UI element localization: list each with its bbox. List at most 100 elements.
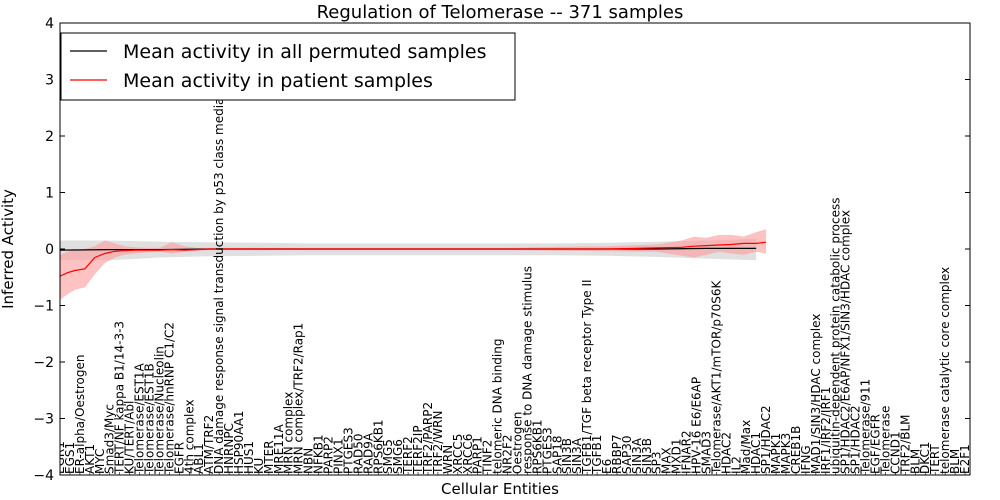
x-tick-label: KU/TERT/Abl [123, 401, 137, 474]
x-tick-label: MYC [93, 449, 107, 474]
x-tick-label: SP3 [650, 452, 664, 475]
x-tick-label: HDAC2 [719, 432, 733, 474]
x-tick-label: Telomerase/911 [859, 379, 873, 475]
x-tick-label: SP1/HDAC2 [759, 405, 773, 474]
y-tick-label: 3 [45, 73, 54, 89]
legend-label-permuted: Mean activity in all permuted samples [123, 41, 486, 63]
x-tick-label: Oestrogen [511, 412, 525, 474]
x-tick-label: MAX [660, 447, 674, 474]
x-tick-label: response to DNA damage stimulus [520, 266, 534, 474]
x-tick-label: PTGES3 [341, 427, 355, 474]
x-tick-label: WRN [441, 445, 455, 474]
x-tick-label: telomeric DNA binding [491, 339, 505, 475]
y-tick-label: −4 [33, 468, 54, 484]
x-tick-label: BLM [948, 449, 962, 474]
x-tick-label: TGFB1/TGF beta receptor Type II [580, 279, 594, 475]
y-axis-label: Inferred Activity [0, 189, 17, 309]
x-tick-label: KU [252, 458, 266, 474]
y-tick-label: −1 [33, 299, 54, 315]
confidence-bands [60, 229, 767, 300]
line-patient [60, 241, 767, 277]
x-tick-label: SP1/HDAC2 [849, 405, 863, 474]
x-tick-label: PINX1 [332, 438, 346, 474]
x-tick-label: SAP18 [550, 435, 564, 474]
x-tick-label: Telomerase/hnRNP C1/C2 [162, 322, 176, 475]
x-tick-label: TERT [928, 444, 942, 475]
x-tick-label: MAPK3 [779, 433, 793, 474]
x-tick-label: DNA damage response signal transduction … [212, 65, 226, 474]
x-tick-label: ABL1 [192, 443, 206, 474]
x-tick-label: NBN [302, 448, 316, 474]
x-tick-label: EGS1 [63, 442, 77, 474]
x-tick-label: RBBP7 [610, 434, 624, 474]
x-tick-label: EGR1 [53, 441, 67, 474]
x-tick-label: IRF1/IRF2/IRF1 [819, 387, 833, 474]
x-tick-label: MTER [262, 440, 276, 474]
x-tick-label: SAP30 [620, 435, 634, 474]
x-tick-label: XRCC5 [451, 434, 465, 474]
legend-label-patient: Mean activity in patient samples [123, 70, 433, 92]
x-tick-label: RPS6KB1 [530, 419, 544, 474]
x-tick-label: NFKB1 [312, 434, 326, 474]
x-tick-label: MAPK1 [769, 433, 783, 474]
x-axis-tick-labels: EGR1EGS1ER-alpha/OestrogenAKT1MYCSmad3/M… [53, 65, 972, 475]
x-tick-label: MRN complex [282, 392, 296, 474]
x-tick-label: TERF2 [401, 436, 415, 475]
x-tick-label: CCND1 [888, 431, 902, 474]
x-tick-label: RAD50 [351, 433, 365, 474]
x-tick-label: IFNAR2 [680, 430, 694, 474]
x-tick-label: DKC1 [918, 442, 932, 474]
legend: Mean activity in all permuted samples Me… [60, 32, 516, 101]
x-tick-label: TGFB1 [590, 435, 604, 475]
x-tick-label: MXD1 [670, 439, 684, 474]
x-tick-label: 4th complex [182, 399, 196, 474]
x-tick-label: TRF2/BLM [898, 414, 912, 475]
x-tick-label: TINF2 [481, 440, 495, 475]
x-tick-label: SIN3B [560, 438, 574, 474]
legend-box [60, 32, 516, 101]
x-tick-label: SIN3A [630, 437, 644, 474]
x-tick-label: BLM [908, 449, 922, 474]
y-tick-label: −2 [33, 355, 54, 371]
y-tick-label: 2 [45, 129, 54, 145]
y-tick-label: −3 [33, 412, 54, 428]
x-tick-label: IL2 [729, 456, 743, 474]
x-tick-label: telomerase catalytic core complex [938, 267, 952, 474]
x-tick-label: ATM/TRF2 [202, 415, 216, 474]
x-tick-label: HDAC1 [749, 432, 763, 474]
x-tick-label: ubiquitin-dependent protein catabolic pr… [829, 198, 843, 474]
x-tick-label: PTGES3 [540, 427, 554, 474]
x-tick-label: Smad3/Myc [103, 404, 117, 474]
x-tick-label: E6 [600, 459, 614, 474]
x-tick-label: AKT1 [83, 444, 97, 474]
x-tick-label: CREB1B [789, 426, 803, 474]
x-tick-label: SMAD3 [699, 431, 713, 474]
x-tick-label: PARP1 [471, 436, 485, 474]
series-lines [60, 241, 767, 277]
x-tick-label: IFNG [799, 445, 813, 474]
x-tick-label: ER-alpha/Oestrogen [73, 355, 87, 474]
x-tick-label: Telomerase/EST1A [133, 362, 147, 475]
x-tick-label: HNRNPC [222, 423, 236, 474]
x-tick-label: MAD1/SIN3/HDAC complex [809, 314, 823, 474]
x-tick-label: Telomerase/EST1B [143, 363, 157, 475]
x-tick-label: HUS1 [242, 441, 256, 474]
x-tick-label: SP1/HDAC2/E6AP/NFX1/SIN3/HDAC complex [839, 210, 853, 474]
x-tick-label: RPS6KB1 [371, 419, 385, 474]
x-tick-label: MRN complex/TRF2/Rap1 [292, 323, 306, 474]
x-tick-label: EGFR [172, 442, 186, 474]
chart-title: Regulation of Telomerase -- 371 samples [317, 2, 684, 23]
x-tick-label: TERT/NF kappa B1/14-3-3 [113, 321, 127, 475]
x-tick-label: Telomerase [879, 406, 893, 475]
y-tick-label: 0 [45, 242, 54, 258]
x-tick-label: EGF/EGFR [869, 414, 883, 474]
x-tick-label: Telomerase/AKT1/mTOR/p70S6K [709, 279, 723, 475]
x-tick-label: TERF2IP [411, 425, 425, 475]
x-tick-label: NR2F2 [501, 435, 515, 475]
x-axis-label: Cellular Entities [441, 480, 559, 498]
x-tick-label: XRCC6 [461, 434, 475, 474]
x-tick-label: Mad/Max [739, 420, 753, 474]
x-tick-label: E2F1 [958, 444, 972, 474]
x-tick-label: HPV-16 E6/E6AP [690, 377, 704, 474]
